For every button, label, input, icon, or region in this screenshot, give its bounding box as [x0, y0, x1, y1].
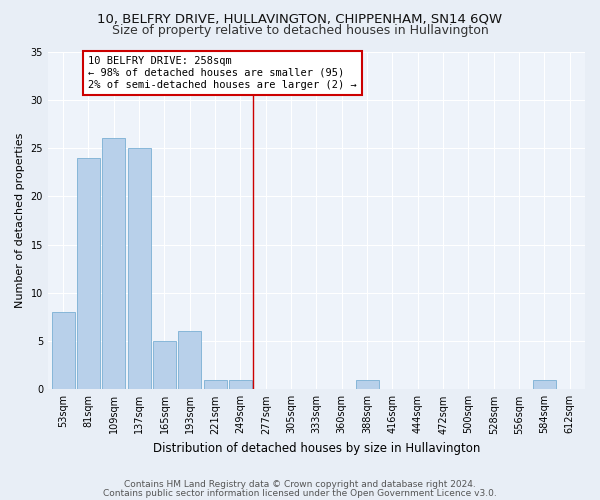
Bar: [128, 148, 151, 390]
Bar: [153, 341, 176, 390]
Text: Contains HM Land Registry data © Crown copyright and database right 2024.: Contains HM Land Registry data © Crown c…: [124, 480, 476, 489]
Bar: [178, 332, 201, 390]
Bar: [356, 380, 379, 390]
Bar: [103, 138, 125, 390]
Bar: [533, 380, 556, 390]
Bar: [52, 312, 74, 390]
Text: Size of property relative to detached houses in Hullavington: Size of property relative to detached ho…: [112, 24, 488, 37]
Bar: [229, 380, 252, 390]
Bar: [204, 380, 227, 390]
Text: 10 BELFRY DRIVE: 258sqm
← 98% of detached houses are smaller (95)
2% of semi-det: 10 BELFRY DRIVE: 258sqm ← 98% of detache…: [88, 56, 357, 90]
Text: 10, BELFRY DRIVE, HULLAVINGTON, CHIPPENHAM, SN14 6QW: 10, BELFRY DRIVE, HULLAVINGTON, CHIPPENH…: [97, 12, 503, 26]
Y-axis label: Number of detached properties: Number of detached properties: [15, 132, 25, 308]
Bar: [77, 158, 100, 390]
X-axis label: Distribution of detached houses by size in Hullavington: Distribution of detached houses by size …: [153, 442, 480, 455]
Text: Contains public sector information licensed under the Open Government Licence v3: Contains public sector information licen…: [103, 488, 497, 498]
